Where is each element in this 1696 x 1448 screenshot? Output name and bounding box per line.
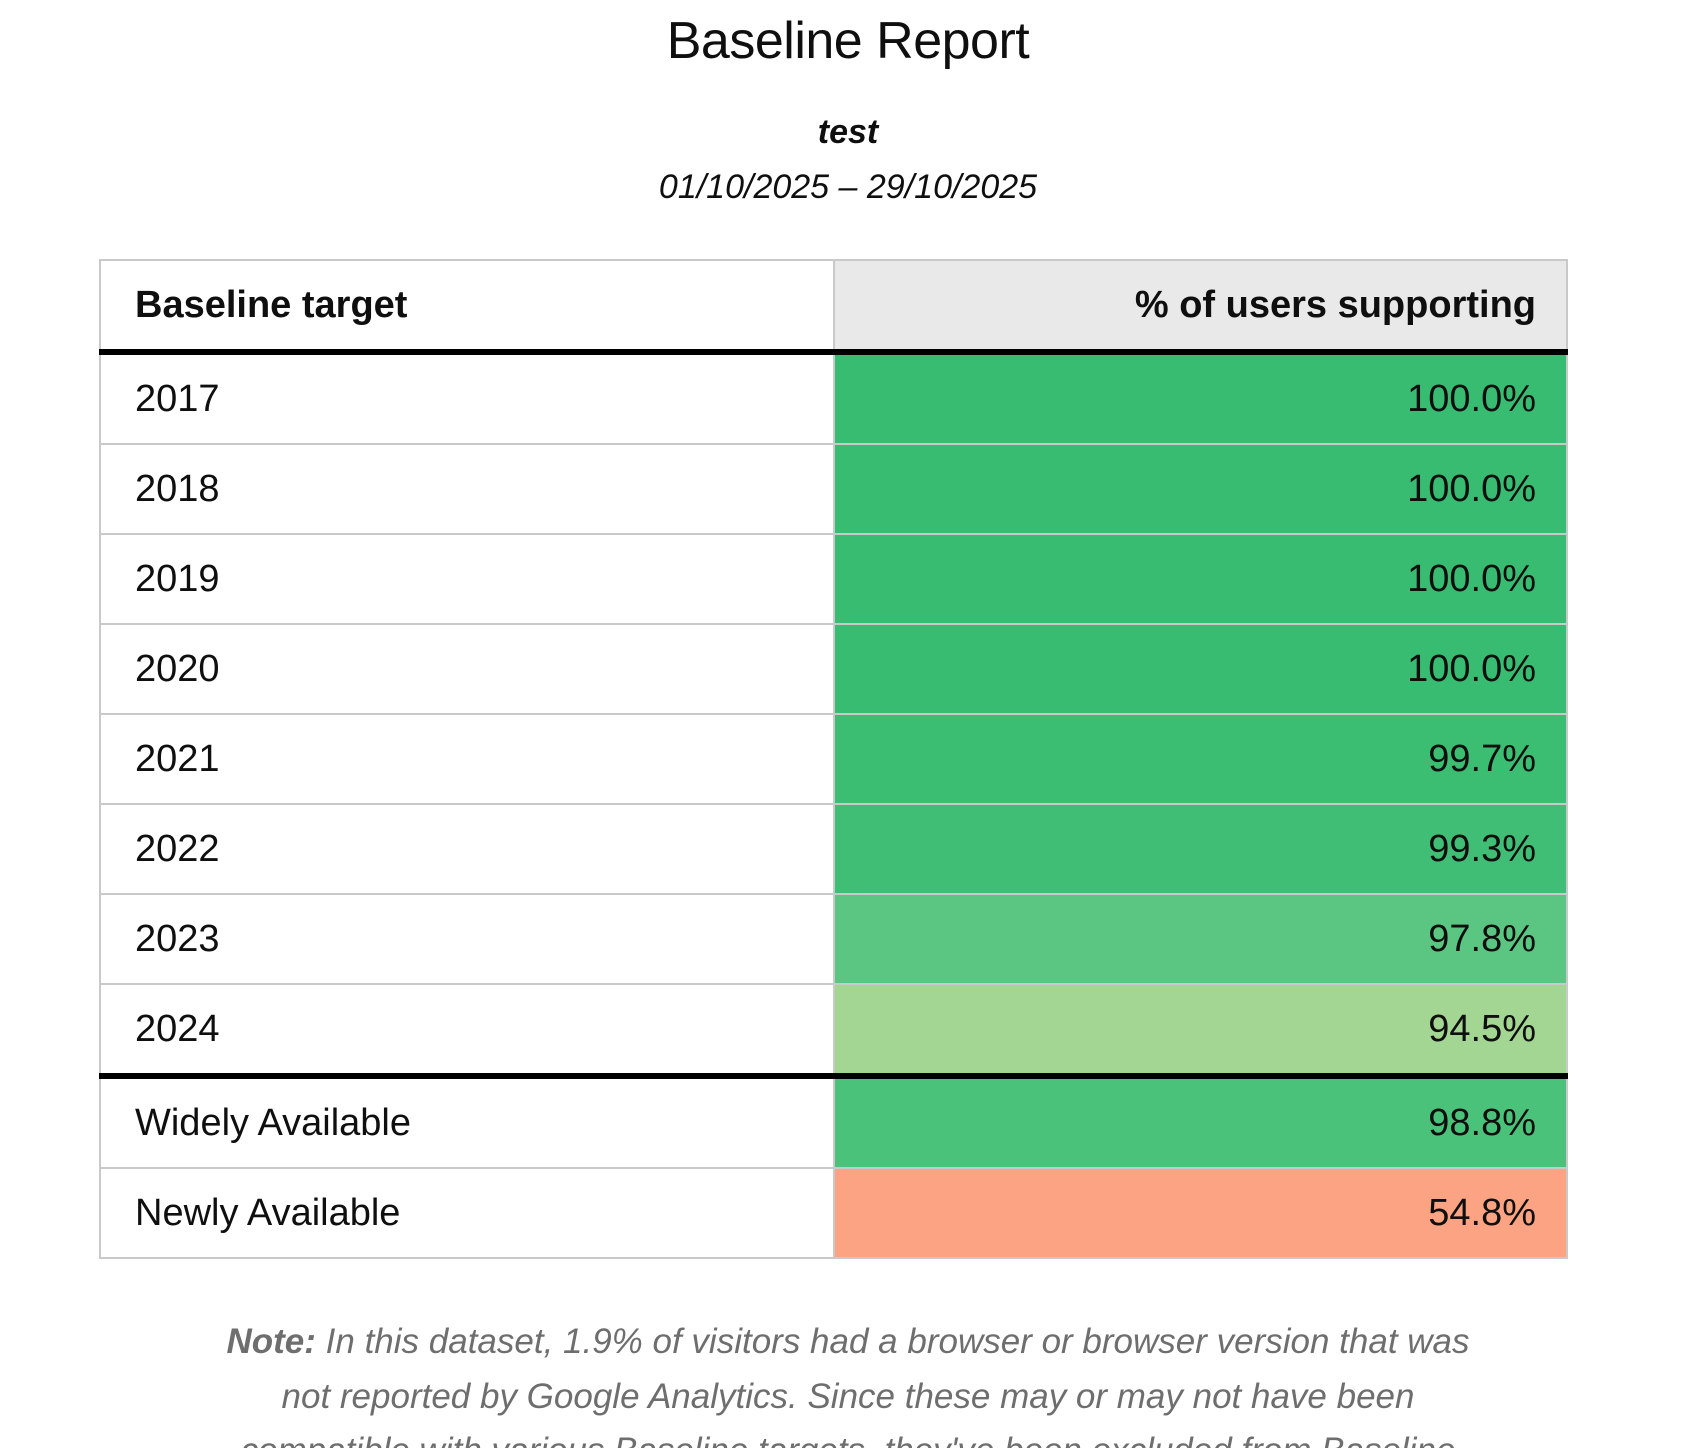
percent-supporting-cell: 98.8% bbox=[833, 1073, 1567, 1169]
percent-supporting-cell: 97.8% bbox=[833, 893, 1567, 985]
percent-supporting-cell: 94.5% bbox=[833, 983, 1567, 1077]
table-row: 2022 99.3% bbox=[100, 803, 1567, 895]
page-title: Baseline Report bbox=[666, 12, 1030, 70]
baseline-target-cell: 2021 bbox=[100, 713, 835, 805]
table-row: 2017 100.0% bbox=[100, 351, 1567, 445]
footnote-text: In this dataset, 1.9% of visitors had a … bbox=[241, 1322, 1470, 1448]
baseline-target-cell: 2020 bbox=[100, 623, 835, 715]
table-body: 2017 100.0% 2018 100.0% 2019 100.0% 2020… bbox=[100, 351, 1567, 1259]
percent-supporting-cell: 100.0% bbox=[833, 443, 1567, 535]
baseline-target-cell: 2022 bbox=[100, 803, 835, 895]
baseline-target-cell: 2019 bbox=[100, 533, 835, 625]
table-row: 2018 100.0% bbox=[100, 443, 1567, 535]
table-row: 2019 100.0% bbox=[100, 533, 1567, 625]
percent-supporting-cell: 100.0% bbox=[833, 533, 1567, 625]
baseline-target-cell: 2018 bbox=[100, 443, 835, 535]
table-row: Newly Available 54.8% bbox=[100, 1167, 1567, 1259]
baseline-target-cell: Widely Available bbox=[100, 1073, 835, 1169]
table-row: 2023 97.8% bbox=[100, 893, 1567, 985]
baseline-target-cell: 2024 bbox=[100, 983, 835, 1077]
percent-supporting-cell: 100.0% bbox=[833, 623, 1567, 715]
percent-supporting-cell: 99.7% bbox=[833, 713, 1567, 805]
percent-supporting-cell: 100.0% bbox=[833, 351, 1567, 445]
footnote: Note: In this dataset, 1.9% of visitors … bbox=[213, 1315, 1483, 1448]
baseline-target-cell: Newly Available bbox=[100, 1167, 835, 1259]
table-row: 2020 100.0% bbox=[100, 623, 1567, 715]
baseline-target-cell: 2017 bbox=[100, 351, 835, 445]
footnote-label: Note: bbox=[226, 1322, 316, 1362]
baseline-table: Baseline target % of users supporting 20… bbox=[99, 259, 1568, 1260]
percent-supporting-cell: 99.3% bbox=[833, 803, 1567, 895]
table-row: 2024 94.5% bbox=[100, 983, 1567, 1077]
report-date-range: 01/10/2025 – 29/10/2025 bbox=[658, 167, 1038, 206]
table-row: 2021 99.7% bbox=[100, 713, 1567, 805]
percent-supporting-cell: 54.8% bbox=[833, 1167, 1567, 1259]
table-header-row: Baseline target % of users supporting bbox=[100, 260, 1567, 356]
column-header-baseline-target: Baseline target bbox=[100, 260, 835, 356]
column-header-percent-supporting: % of users supporting bbox=[833, 260, 1567, 356]
baseline-target-cell: 2023 bbox=[100, 893, 835, 985]
report-subtitle: test bbox=[817, 112, 879, 151]
table-row: Widely Available 98.8% bbox=[100, 1073, 1567, 1169]
